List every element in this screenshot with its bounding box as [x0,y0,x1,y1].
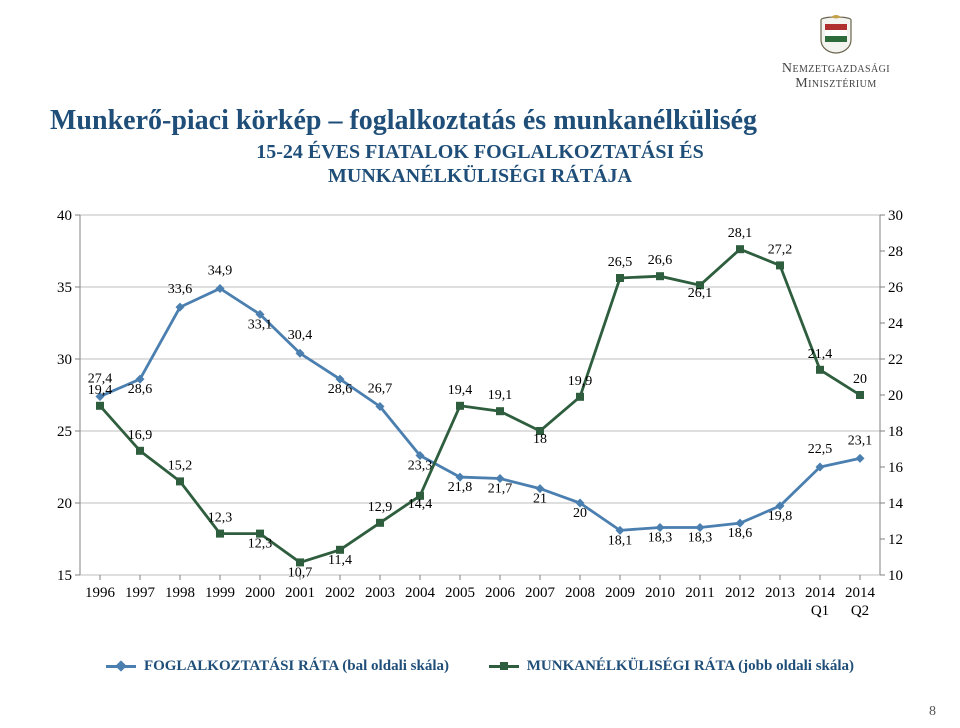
svg-text:19,8: 19,8 [768,509,793,524]
svg-text:40: 40 [57,208,72,224]
svg-text:18: 18 [888,424,903,440]
svg-text:2009: 2009 [605,585,635,601]
svg-text:25: 25 [57,424,72,440]
svg-text:2002: 2002 [325,585,355,601]
sub-title: 15-24 ÉVES FIATALOK FOGLALKOZTATÁSI ÉS M… [0,140,960,188]
svg-text:2003: 2003 [365,585,395,601]
svg-text:30: 30 [57,352,72,368]
svg-text:12,3: 12,3 [208,511,233,526]
legend-label-emp: FOGLALKOZTATÁSI RÁTA (bal oldali skála) [144,658,449,675]
svg-text:26,1: 26,1 [688,286,713,301]
svg-text:19,1: 19,1 [488,388,513,403]
svg-text:20: 20 [573,506,587,521]
svg-text:28,6: 28,6 [328,382,353,397]
chart: 15 20 25 30 35 40 10 12 14 16 18 20 22 24 26 28 30 1996 19… [40,205,920,650]
svg-text:26,7: 26,7 [368,382,393,397]
svg-text:1997: 1997 [125,585,156,601]
svg-text:2008: 2008 [565,585,595,601]
main-title: Munkerő-piaci körkép – foglalkoztatás és… [50,105,757,137]
svg-text:1996: 1996 [85,585,116,601]
ministry-logo: Nemzetgazdasági Minisztérium [782,14,890,92]
svg-text:34,9: 34,9 [208,263,233,278]
svg-text:2011: 2011 [685,585,714,601]
svg-text:18,6: 18,6 [728,526,753,541]
svg-text:21: 21 [533,492,547,507]
svg-text:26,6: 26,6 [648,253,673,268]
svg-text:2001: 2001 [285,585,315,601]
svg-text:1998: 1998 [165,585,195,601]
svg-text:Q2: Q2 [851,603,869,619]
sub-title-l1: 15-24 ÉVES FIATALOK FOGLALKOZTATÁSI ÉS [0,140,960,164]
svg-text:15,2: 15,2 [168,458,193,473]
crest-icon [819,14,853,54]
svg-text:26: 26 [888,280,904,296]
svg-text:2006: 2006 [485,585,516,601]
svg-text:2013: 2013 [765,585,795,601]
svg-text:18: 18 [533,432,547,447]
svg-text:22,5: 22,5 [808,442,833,457]
svg-text:19,9: 19,9 [568,374,593,389]
svg-text:14,4: 14,4 [408,497,433,512]
svg-text:21,4: 21,4 [808,347,833,362]
slide: Nemzetgazdasági Minisztérium Munkerő-pia… [0,0,960,728]
legend-swatch-unemp [489,665,519,668]
legend-swatch-emp [106,665,136,668]
svg-text:20: 20 [888,388,903,404]
svg-text:22: 22 [888,352,903,368]
ministry-line1: Nemzetgazdasági [782,61,890,76]
legend-item-emp: FOGLALKOZTATÁSI RÁTA (bal oldali skála) [106,658,449,675]
chart-svg: 15 20 25 30 35 40 10 12 14 16 18 20 22 24 26 28 30 1996 19… [40,205,920,650]
svg-text:28: 28 [888,244,903,260]
svg-text:16,9: 16,9 [128,428,153,443]
svg-text:14: 14 [888,496,904,512]
svg-text:33,6: 33,6 [168,282,193,297]
svg-text:30,4: 30,4 [288,328,313,343]
svg-text:2004: 2004 [405,585,436,601]
svg-text:12: 12 [888,532,903,548]
svg-text:19,4: 19,4 [88,383,113,398]
svg-text:23,1: 23,1 [848,433,873,448]
page-number: 8 [929,704,936,720]
svg-text:19,4: 19,4 [448,383,473,398]
svg-text:21,8: 21,8 [448,480,473,495]
svg-text:15: 15 [57,568,72,584]
svg-text:2005: 2005 [445,585,475,601]
svg-text:2000: 2000 [245,585,275,601]
svg-text:2010: 2010 [645,585,675,601]
svg-text:21,7: 21,7 [488,482,513,497]
svg-text:2014: 2014 [845,585,876,601]
svg-text:23,3: 23,3 [408,458,433,473]
svg-text:1999: 1999 [205,585,235,601]
svg-text:18,1: 18,1 [608,533,633,548]
svg-text:20: 20 [853,372,867,387]
svg-text:26,5: 26,5 [608,255,633,270]
svg-text:2014: 2014 [805,585,836,601]
svg-text:2012: 2012 [725,585,755,601]
svg-text:12,3: 12,3 [248,537,273,552]
svg-text:28,6: 28,6 [128,382,153,397]
svg-text:16: 16 [888,460,904,476]
svg-text:20: 20 [57,496,72,512]
svg-text:18,3: 18,3 [688,530,713,545]
legend-label-unemp: MUNKANÉLKÜLISÉGI RÁTA (jobb oldali skála… [527,658,854,675]
svg-text:30: 30 [888,208,903,224]
svg-text:Q1: Q1 [811,603,829,619]
svg-text:28,1: 28,1 [728,226,753,241]
svg-text:18,3: 18,3 [648,530,673,545]
svg-text:12,9: 12,9 [368,500,393,515]
svg-text:27,2: 27,2 [768,242,793,257]
sub-title-l2: MUNKANÉLKÜLISÉGI RÁTÁJA [0,164,960,188]
svg-text:35: 35 [57,280,72,296]
svg-text:2007: 2007 [525,585,556,601]
svg-text:11,4: 11,4 [328,553,352,568]
legend-item-unemp: MUNKANÉLKÜLISÉGI RÁTA (jobb oldali skála… [489,658,854,675]
svg-text:24: 24 [888,316,904,332]
ministry-line2: Minisztérium [782,76,890,91]
svg-text:33,1: 33,1 [248,317,273,332]
svg-text:10,7: 10,7 [288,565,313,580]
legend: FOGLALKOZTATÁSI RÁTA (bal oldali skála) … [0,656,960,675]
svg-text:10: 10 [888,568,903,584]
